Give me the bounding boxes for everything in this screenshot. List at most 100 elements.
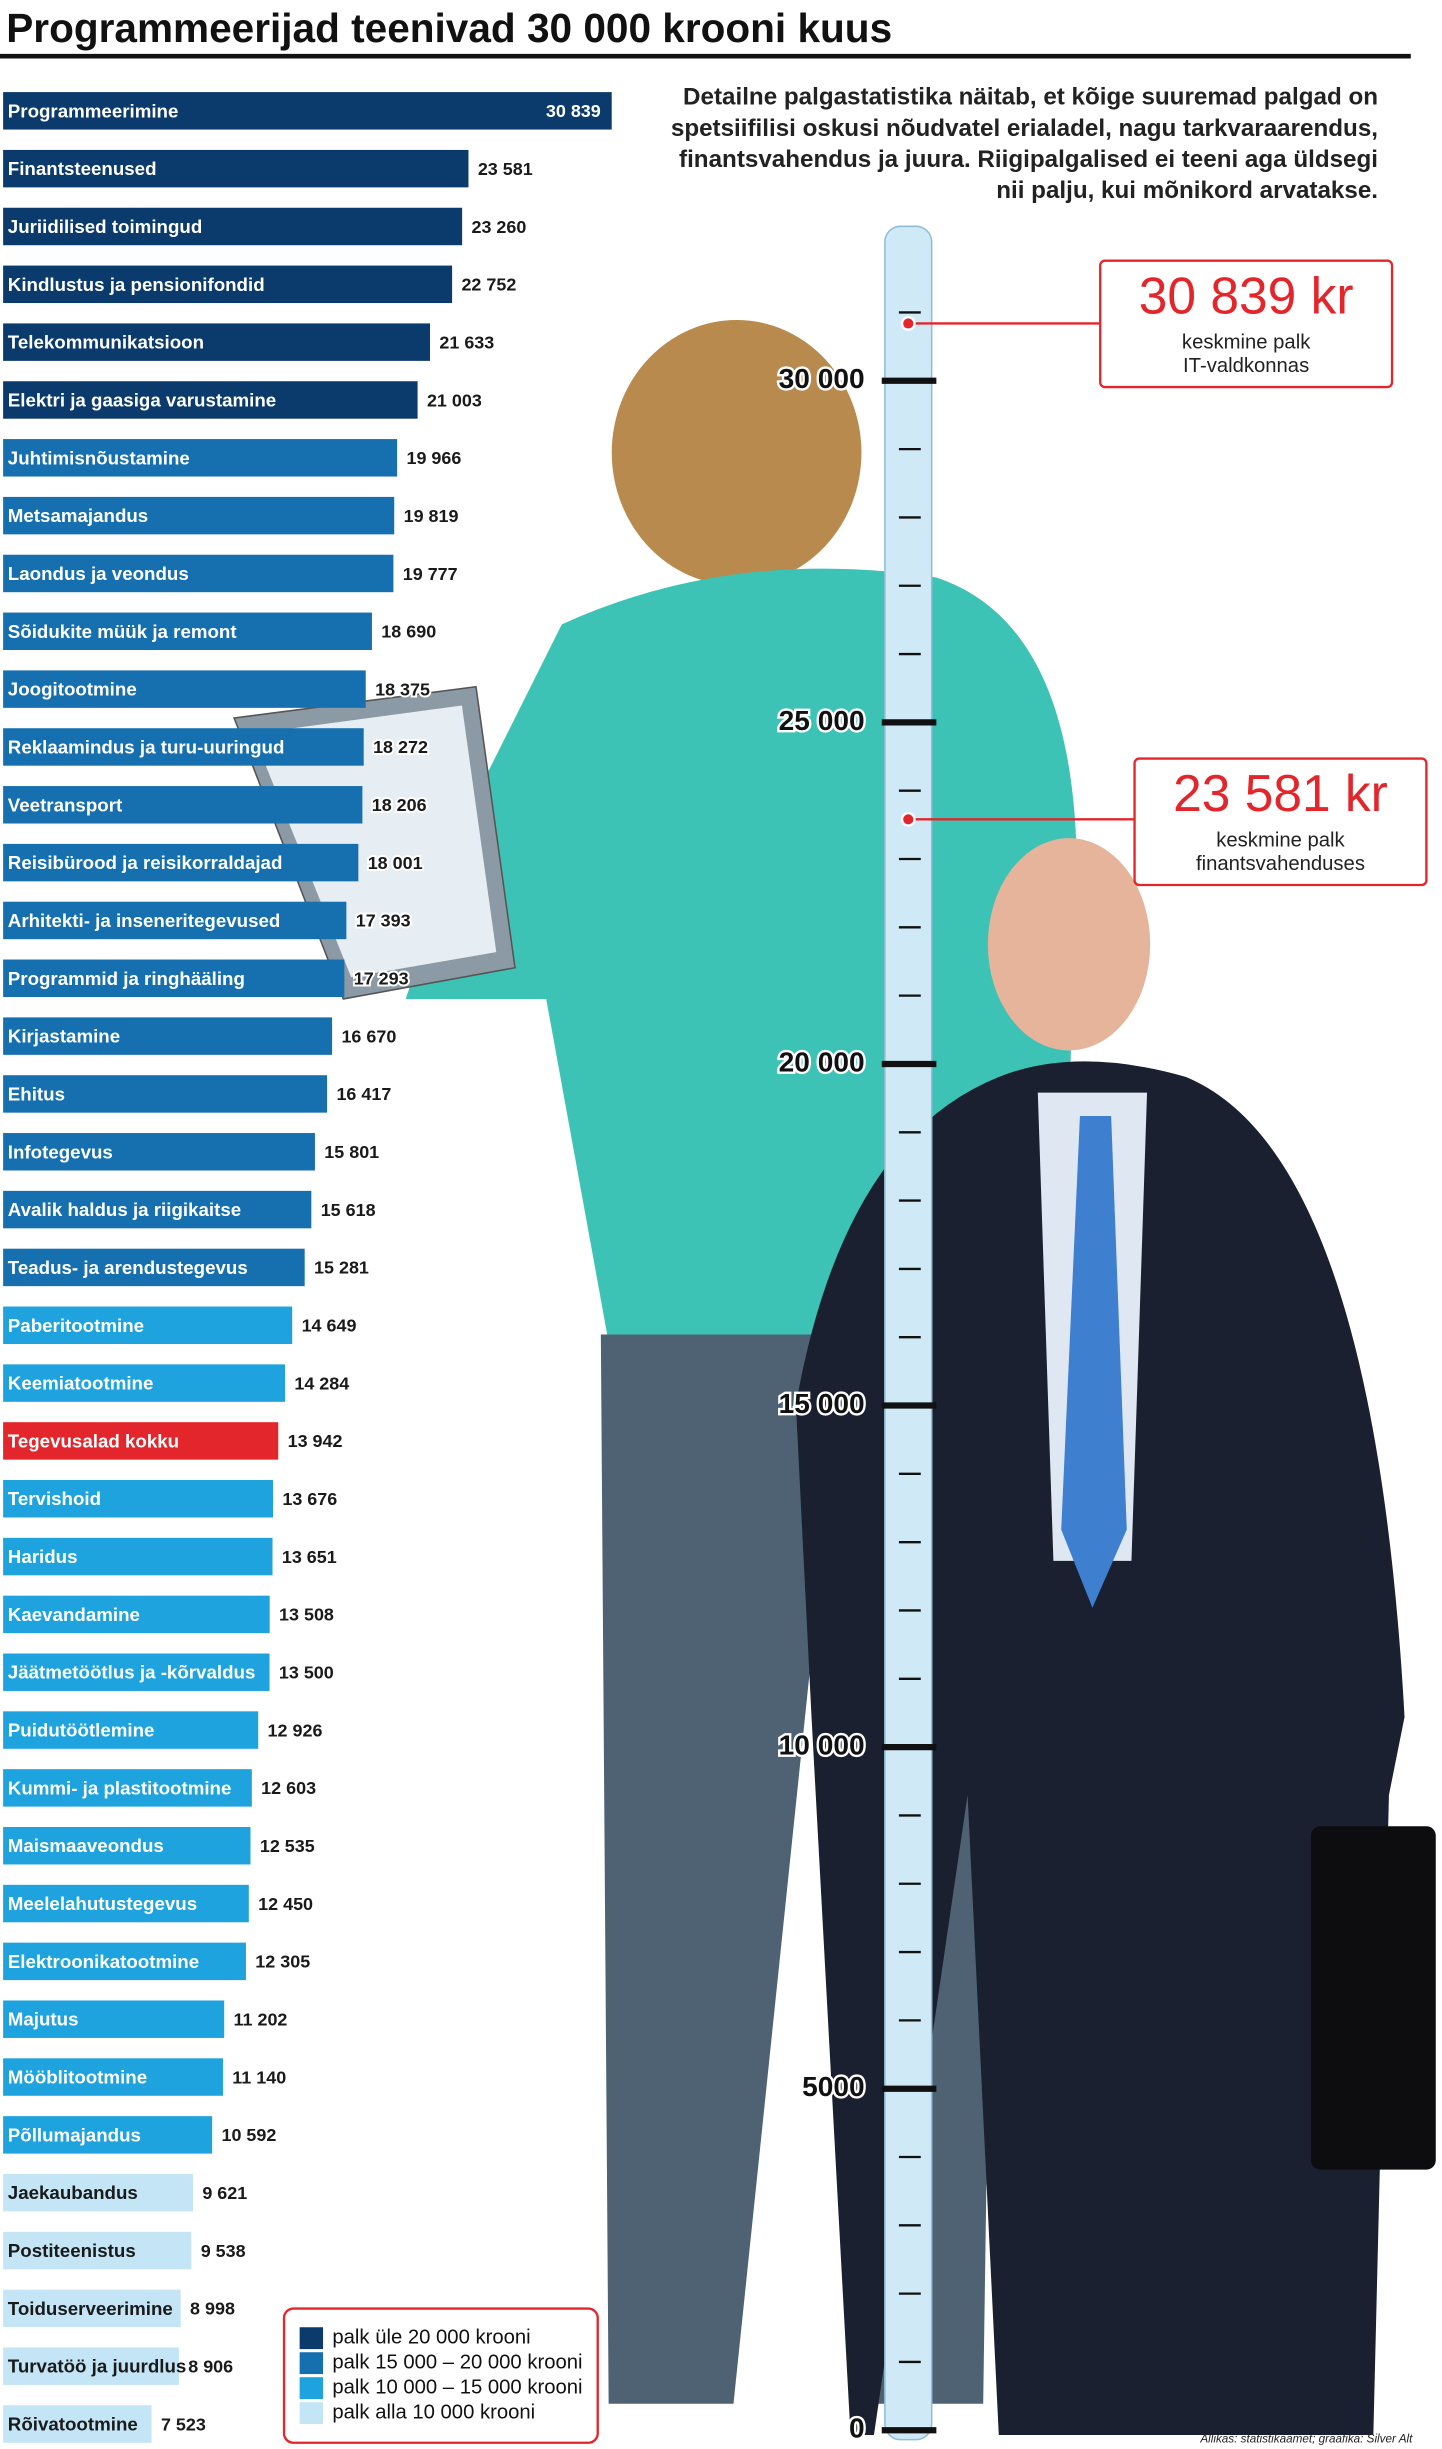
callout-box <box>1133 757 1428 887</box>
bar-label: Jaekaubandus <box>8 2182 138 2203</box>
value-label: 12 305 <box>255 1952 310 1972</box>
value-label: 18 690 <box>381 622 436 642</box>
bar <box>3 2231 192 2270</box>
value-label: 16 670 <box>341 1026 396 1046</box>
bar <box>3 1942 246 1981</box>
bar-label: Laondus ja veondus <box>8 563 189 584</box>
bar <box>3 1422 279 1460</box>
value-label: 11 202 <box>234 2010 288 2030</box>
value-label: 18 375 <box>375 679 430 699</box>
value-label: 8 998 <box>190 2299 235 2319</box>
legend-swatch <box>299 2377 324 2400</box>
value-label: 16 417 <box>336 1084 391 1104</box>
bar <box>3 2405 152 2443</box>
value-label: 18 272 <box>373 737 428 757</box>
bar-label: Arhitekti- ja inseneritegevused <box>8 910 281 931</box>
value-label: 22 752 <box>461 275 516 295</box>
value-label: 17 393 <box>356 911 411 931</box>
value-label: 23 581 <box>478 159 533 179</box>
callout-marker <box>900 811 916 827</box>
callout-text: keskmine palk <box>1216 830 1345 852</box>
value-label: 9 538 <box>201 2241 246 2261</box>
briefcase <box>1310 1826 1436 2170</box>
ruler-tick-label: 0 <box>849 2413 865 2444</box>
bar <box>3 323 431 361</box>
legend-swatch <box>299 2402 324 2425</box>
callout-text: IT-valdkonnas <box>1183 355 1309 377</box>
value-label: 12 926 <box>268 1720 323 1740</box>
bar <box>3 1884 249 1923</box>
bar <box>3 2289 181 2328</box>
bar <box>3 1133 315 1171</box>
bar-label: Infotegevus <box>8 1141 113 1162</box>
ruler-tick-label: 30 000 <box>779 363 865 394</box>
ruler-tick-label: 20 000 <box>779 1046 865 1077</box>
bar-label: Teadus- ja arendustegevus <box>8 1257 248 1278</box>
bar-label: Elektri ja gaasiga varustamine <box>8 389 276 410</box>
bar <box>3 1711 259 1749</box>
bar-label: Turvatöö ja juurdlus <box>8 2356 187 2377</box>
value-label: 18 001 <box>368 853 423 873</box>
bar-label: Ehitus <box>8 1083 65 1104</box>
bar <box>3 2000 225 2038</box>
bar <box>3 1653 270 1691</box>
callout-text: finantsvahenduses <box>1196 853 1365 875</box>
legend-label: palk alla 10 000 krooni <box>332 2401 535 2423</box>
value-label: 8 906 <box>188 2356 233 2376</box>
ruler-tick-label: 5000 <box>802 2071 864 2102</box>
bar-label: Tegevusalad kokku <box>8 1430 179 1451</box>
bar <box>3 670 366 708</box>
bar-label: Juriidilised toimingud <box>8 216 202 237</box>
laptop-screen <box>252 705 497 978</box>
chart-title: Programmeerijad teenivad 30 000 krooni k… <box>6 5 892 51</box>
bar <box>3 1306 293 1344</box>
bar-label: Telekommunikatsioon <box>8 332 204 353</box>
bar <box>3 1537 273 1576</box>
bar <box>3 1595 270 1634</box>
bar <box>3 843 359 882</box>
bar <box>3 901 347 940</box>
value-label: 14 649 <box>302 1316 357 1336</box>
value-label: 11 140 <box>232 2067 286 2087</box>
bar-label: Põllumajandus <box>8 2124 141 2145</box>
legend-label: palk üle 20 000 krooni <box>332 2327 530 2349</box>
suit <box>795 1061 1405 2435</box>
value-label: 15 801 <box>324 1142 379 1162</box>
legend-label: palk 10 000 – 15 000 krooni <box>332 2376 582 2398</box>
value-label: 13 676 <box>282 1489 337 1509</box>
bar <box>3 381 418 419</box>
bar-label: Haridus <box>8 1546 78 1567</box>
legend-swatch <box>299 2327 324 2350</box>
ruler-tick-label: 25 000 <box>779 705 865 736</box>
value-label: 12 535 <box>260 1836 315 1856</box>
bar <box>3 149 469 188</box>
bar <box>3 1769 252 1807</box>
bar-label: Paberitootmine <box>8 1315 144 1336</box>
value-label: 10 592 <box>222 2125 277 2145</box>
value-label: 15 618 <box>321 1200 376 1220</box>
bar <box>3 1248 305 1287</box>
bar <box>3 2347 179 2385</box>
value-label: 19 777 <box>403 564 458 584</box>
bar-label: Mööblitootmine <box>8 2067 147 2088</box>
hair <box>611 319 862 586</box>
callout-value: 30 839 kr <box>1139 266 1354 324</box>
bar <box>3 2173 193 2212</box>
value-label: 12 450 <box>258 1894 313 1914</box>
value-label: 30 839 <box>546 101 601 121</box>
bar <box>3 612 372 651</box>
bar-label: Rõivatootmine <box>8 2414 138 2435</box>
bar <box>3 439 398 477</box>
value-label: 19 966 <box>406 448 461 468</box>
bar <box>3 496 395 535</box>
callout-value: 23 581 kr <box>1173 764 1388 822</box>
bar-label: Keemiatootmine <box>8 1373 154 1394</box>
bar-label: Tervishoid <box>8 1488 101 1509</box>
bar-label: Metsamajandus <box>8 505 148 526</box>
bar-label: Joogitootmine <box>8 679 137 700</box>
value-label: 18 206 <box>372 795 427 815</box>
bar <box>3 207 463 246</box>
value-label: 13 508 <box>279 1605 334 1625</box>
bar-label: Reklaamindus ja turu-uuringud <box>8 736 285 757</box>
